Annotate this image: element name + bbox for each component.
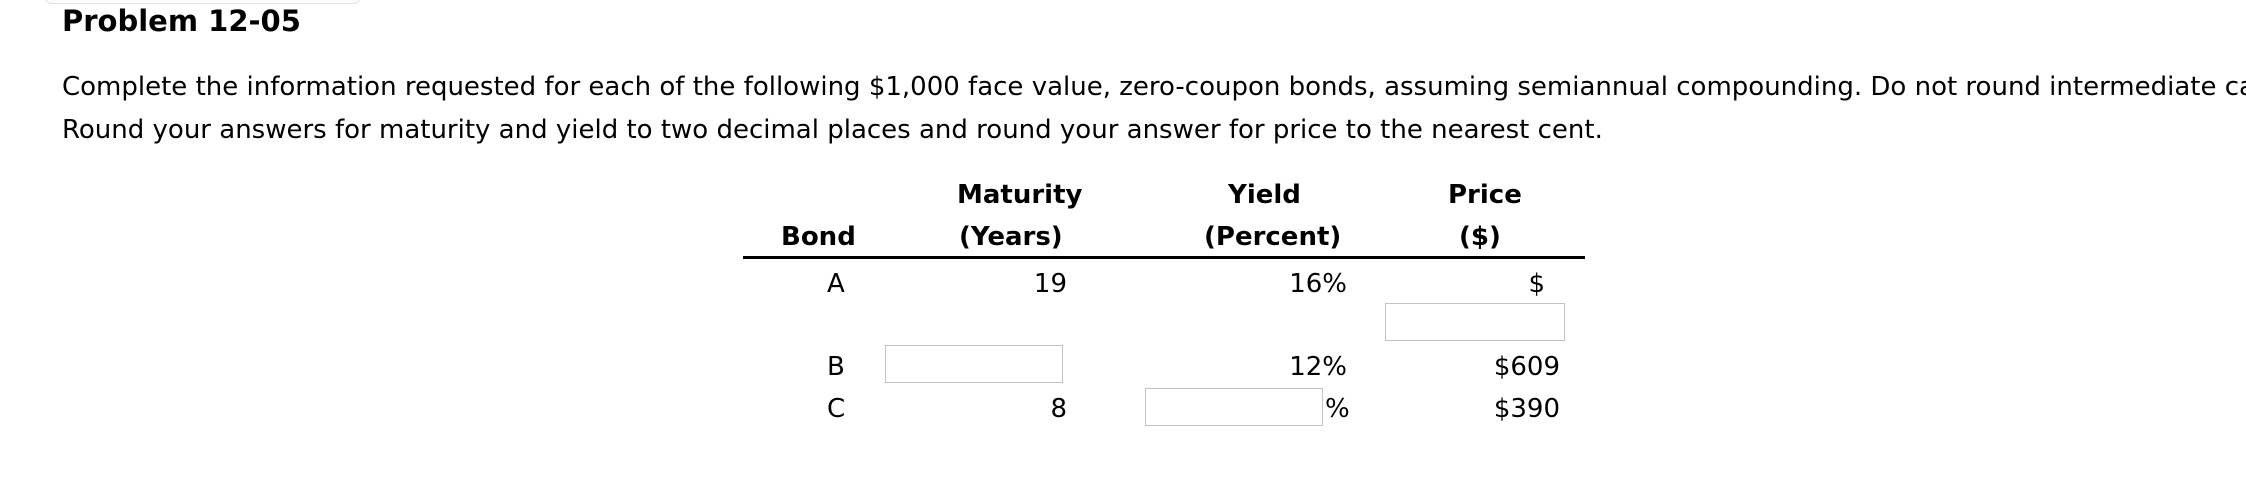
bond-a-maturity: 19 [1033,269,1067,299]
col-header-maturity-unit: (Years) [959,222,1063,252]
col-header-price-unit: ($) [1459,222,1501,252]
bond-c-yield-input[interactable] [1145,388,1323,426]
bond-b-price: $609 [1493,352,1560,382]
bond-a-price-prefix: $ [1528,269,1545,299]
bond-a-price-input[interactable] [1385,303,1565,341]
bond-b-yield: 12% [1289,352,1347,382]
table-header-rule [743,256,1585,259]
col-header-price: Price [1448,180,1522,210]
page-title: Problem 12-05 [62,4,301,38]
bond-c-maturity: 8 [1050,394,1067,424]
bond-a-label: A [827,269,845,299]
col-header-yield: Yield [1228,180,1301,210]
bond-a-yield: 16% [1289,269,1347,299]
col-header-maturity: Maturity [957,180,1083,210]
instructions-line-2: Round your answers for maturity and yiel… [62,115,1603,145]
bond-c-price: $390 [1493,394,1560,424]
instructions-line-1: Complete the information requested for e… [62,72,2246,102]
col-header-bond: Bond [781,222,856,252]
col-header-yield-unit: (Percent) [1204,222,1342,252]
bond-c-yield-suffix: % [1325,394,1350,424]
bond-b-label: B [827,352,845,382]
instructions: Complete the information requested for e… [62,66,2246,152]
bond-b-maturity-input[interactable] [885,345,1063,383]
bonds-table: Maturity Yield Price Bond (Years) (Perce… [740,175,1592,445]
bond-c-label: C [827,394,846,424]
